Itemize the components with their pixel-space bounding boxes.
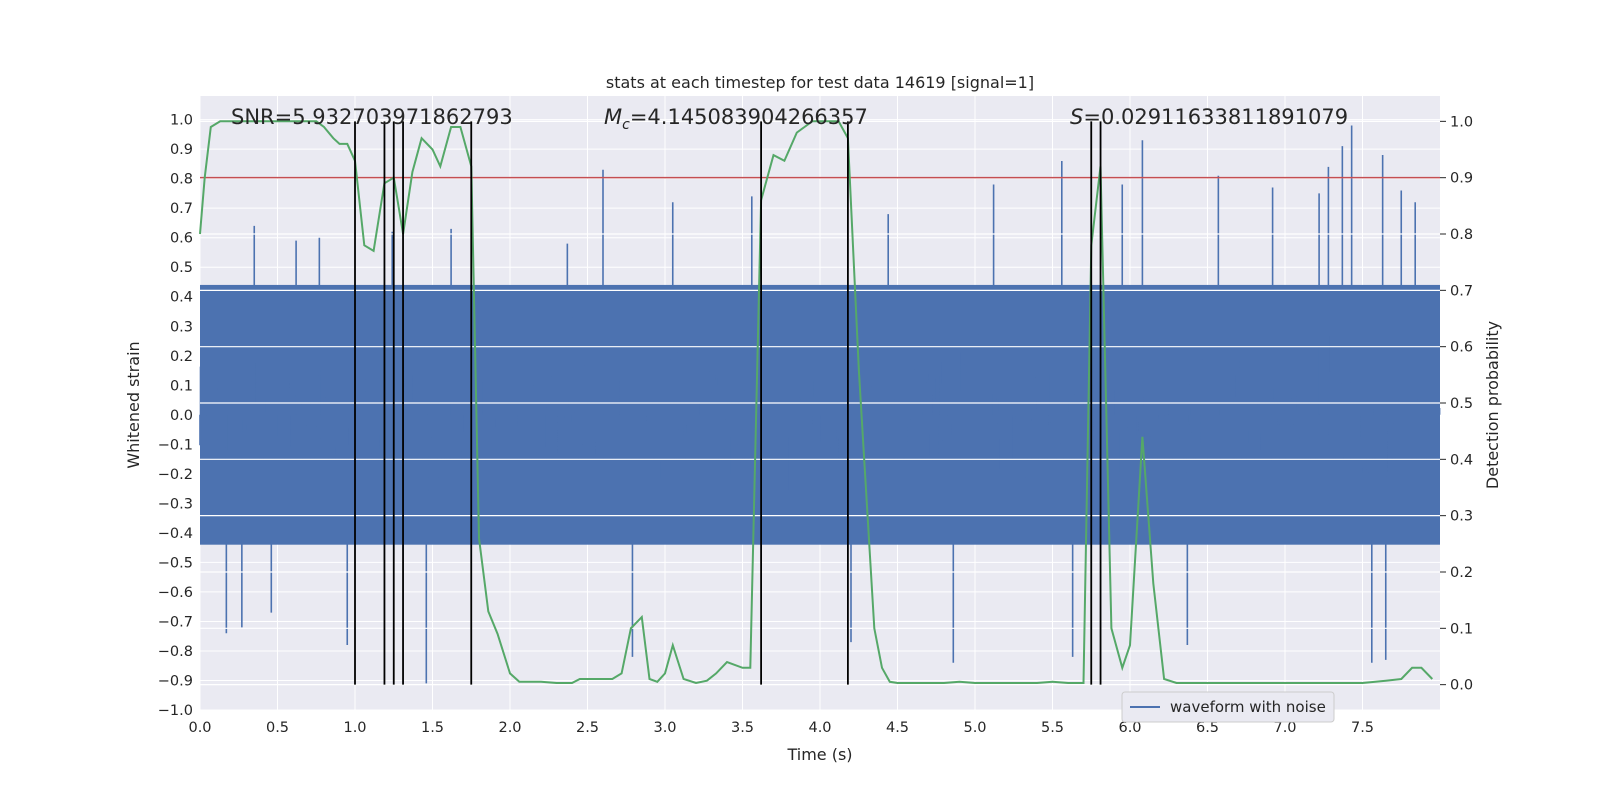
y-right-tick-label: 1.0: [1450, 114, 1473, 130]
y-tick-label: 0.4: [170, 290, 193, 306]
s-value: =0.02911633811891079: [1083, 105, 1348, 129]
x-axis-label: Time (s): [786, 745, 852, 764]
y-tick-label: −0.8: [158, 644, 193, 660]
legend: waveform with noise: [1121, 691, 1335, 723]
y-right-tick-label: 0.5: [1450, 396, 1473, 412]
y-tick-label: 0.8: [170, 172, 193, 188]
legend-box: [1121, 691, 1335, 723]
y-tick-label: −0.1: [158, 437, 193, 453]
y-tick-label: 0.7: [170, 201, 193, 217]
x-tick-label: 0.0: [188, 720, 211, 736]
y-tick-label: 1.0: [170, 113, 193, 129]
x-tick-label: 5.0: [963, 720, 986, 736]
s-symbol: S: [1070, 105, 1083, 129]
y-tick-label: 0.5: [170, 260, 193, 276]
y-right-tick-label: 0.6: [1450, 340, 1473, 356]
y-right-axis-label: Detection probability: [1483, 321, 1502, 489]
snr-annotation: SNR=5.932703971862793: [231, 105, 513, 129]
y-tick-label: −0.4: [158, 526, 193, 542]
x-tick-label: 6.0: [1118, 720, 1141, 736]
chirp-mass-subscript: c: [622, 117, 630, 133]
chart-title: stats at each timestep for test data 146…: [606, 73, 1034, 92]
x-tick-label: 7.0: [1273, 720, 1296, 736]
s-annotation: S=0.02911633811891079: [1070, 105, 1348, 129]
y-tick-label: 0.0: [170, 408, 193, 424]
x-tick-label: 4.5: [886, 720, 909, 736]
detection-probability-line: [199, 120, 1434, 685]
vertical-markers: [354, 121, 1102, 685]
y-right-tick-label: 0.3: [1450, 509, 1473, 525]
x-tick-label: 6.5: [1196, 720, 1219, 736]
y-tick-label: 0.3: [170, 319, 193, 335]
y-axis-label: Whitened strain: [124, 341, 143, 468]
waveform-series: [199, 125, 1441, 684]
x-tick-label: 0.5: [266, 720, 289, 736]
x-tick-label: 7.5: [1351, 720, 1374, 736]
chirp-mass-symbol: M: [604, 105, 622, 129]
chirp-mass-annotation: Mc=4.145083904266357: [604, 105, 868, 133]
y-right-tick-label: 0.8: [1450, 227, 1473, 243]
x-axis-ticks: 0.0 0.5 1.0 1.5 2.0 2.5 3.0 3.5 4.0 4.5 5.0 5.5 6.0 6…: [188, 720, 1374, 736]
y-tick-label: 0.9: [170, 142, 193, 158]
x-tick-label: 1.5: [421, 720, 444, 736]
y-tick-label: −0.3: [158, 496, 193, 512]
y-tick-label: 0.2: [170, 349, 193, 365]
right-axis-gridlines: [200, 120, 1440, 686]
x-tick-label: 2.5: [576, 720, 599, 736]
y-axis-ticks: 1.0 0.9 0.8 0.7 0.6 0.5 0.4 0.3 0.2 0.1 0.0 −0.1 −0.…: [158, 113, 193, 719]
legend-label: waveform with noise: [1170, 698, 1326, 716]
x-tick-label: 3.5: [731, 720, 754, 736]
chirp-mass-value: =4.145083904266357: [630, 105, 868, 129]
y-tick-label: −0.6: [158, 585, 193, 601]
y-tick-label: −0.9: [158, 673, 193, 689]
y-tick-label: −0.7: [158, 614, 193, 630]
y-right-tick-label: 0.4: [1450, 452, 1473, 468]
y-tick-label: −0.5: [158, 555, 193, 571]
x-tick-label: 2.0: [498, 720, 521, 736]
probability-series: [199, 120, 1434, 685]
x-tick-label: 4.0: [808, 720, 831, 736]
y-right-tick-label: 0.9: [1450, 171, 1473, 187]
y-tick-label: −0.2: [158, 467, 193, 483]
y-right-tick-label: 0.2: [1450, 565, 1473, 581]
y-tick-label: −1.0: [158, 703, 193, 719]
x-tick-label: 1.0: [343, 720, 366, 736]
y-tick-label: 0.1: [170, 378, 193, 394]
y-right-tick-label: 0.1: [1450, 621, 1473, 637]
y-right-tick-label: 0.0: [1450, 678, 1473, 694]
x-tick-label: 3.0: [653, 720, 676, 736]
y-tick-label: 0.6: [170, 231, 193, 247]
x-tick-label: 5.5: [1041, 720, 1064, 736]
y-right-tick-label: 0.7: [1450, 283, 1473, 299]
y-right-axis-ticks: 1.0 0.9 0.8 0.7 0.6 0.5 0.4 0.3 0.2 0.1 0.0: [1440, 114, 1473, 694]
